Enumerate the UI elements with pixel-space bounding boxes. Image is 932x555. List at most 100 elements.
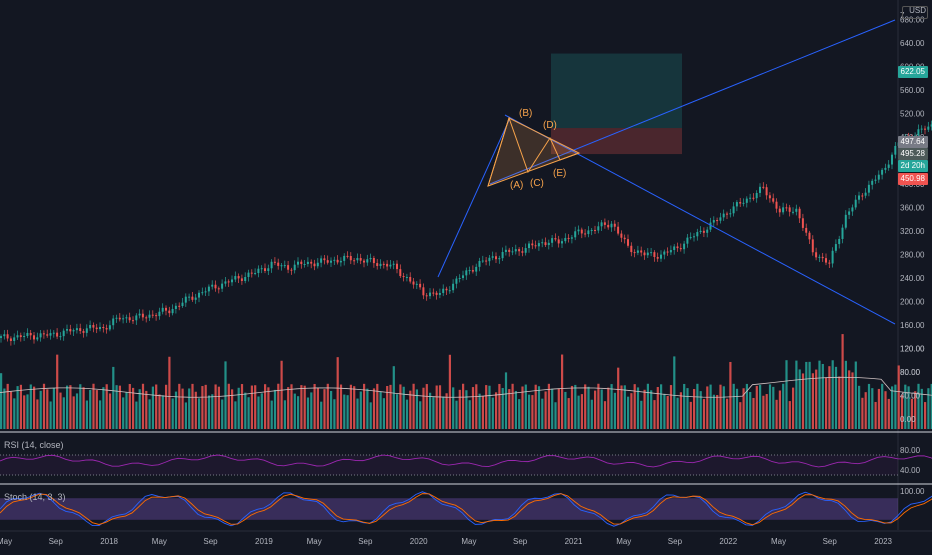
candle-body <box>145 317 148 319</box>
countdown-label: 2d 20h <box>897 160 928 172</box>
candle-body <box>891 154 893 165</box>
candle-body <box>881 169 884 175</box>
pattern-label: (E) <box>553 168 566 179</box>
candle-body <box>438 292 441 295</box>
candle-body <box>359 258 362 261</box>
volume-bar <box>600 389 603 429</box>
candle-body <box>217 288 220 290</box>
currency-box[interactable] <box>902 6 928 19</box>
candle-body <box>191 296 194 300</box>
volume-bar <box>85 400 88 429</box>
candle-body <box>871 180 874 185</box>
volume-bar <box>138 389 141 429</box>
volume-bar <box>561 354 564 429</box>
candle-body <box>818 256 821 258</box>
candle-body <box>310 261 313 264</box>
candle-body <box>468 270 471 272</box>
price-tick-label: 160.00 <box>900 321 925 330</box>
volume-bar <box>168 356 171 429</box>
price-tick-label: 120.00 <box>900 345 925 354</box>
volume-bar <box>382 398 385 429</box>
candle-body <box>19 335 22 338</box>
candle-body <box>650 252 653 254</box>
volume-bar <box>646 383 649 429</box>
time-tick-label: 2022 <box>719 537 737 546</box>
volume-bar <box>108 393 112 429</box>
volume-bar <box>320 401 323 429</box>
volume-bar <box>861 397 864 429</box>
volume-bar <box>633 384 636 429</box>
candle-body <box>749 197 752 199</box>
volume-bar <box>56 354 59 429</box>
candle-body <box>864 192 867 196</box>
volume-bar <box>435 385 438 429</box>
volume-bar <box>462 383 465 429</box>
pattern-label: (D) <box>543 120 557 131</box>
volume-bar <box>6 383 9 429</box>
volume-bar <box>42 383 46 429</box>
candle-body <box>834 244 837 251</box>
volume-bar <box>396 394 399 429</box>
volume-bar <box>805 361 808 429</box>
candle-body <box>587 230 590 235</box>
candle-body <box>887 164 890 168</box>
candle-body <box>458 277 461 279</box>
volume-bar <box>277 383 280 429</box>
candle-body <box>290 269 293 271</box>
time-tick-label: 2023 <box>874 537 892 546</box>
volume-bar <box>95 390 98 429</box>
candle-body <box>739 202 742 204</box>
candle-body <box>782 207 785 213</box>
volume-ma-line <box>0 376 932 398</box>
volume-bar <box>884 391 887 429</box>
volume-bar <box>498 383 501 429</box>
candle-body <box>930 124 932 127</box>
candle-body <box>630 245 633 253</box>
trendline <box>489 19 896 185</box>
volume-bar <box>415 389 418 429</box>
candle-body <box>762 186 765 188</box>
candle-body <box>478 260 481 267</box>
rsi-pane-title[interactable]: RSI (14, close) <box>4 440 64 450</box>
candle-body <box>702 230 705 233</box>
candle-body <box>108 325 111 330</box>
candle-body <box>676 246 679 249</box>
volume-bar <box>590 399 593 429</box>
candle-body <box>6 334 9 339</box>
volume-bar <box>762 395 765 429</box>
price-tick-label: 280.00 <box>900 251 925 260</box>
candle-body <box>320 258 323 263</box>
time-tick-label: Sep <box>49 537 64 546</box>
candle-body <box>851 207 854 212</box>
candle-body <box>105 328 108 330</box>
candle-body <box>564 237 567 242</box>
volume-bar <box>343 394 346 429</box>
candle-body <box>841 227 844 239</box>
candle-body <box>679 248 682 250</box>
time-tick-label: May <box>0 537 12 546</box>
candle-body <box>399 269 402 277</box>
volume-bar <box>207 395 211 429</box>
candle-body <box>349 255 352 261</box>
price-tick-label: 80.00 <box>900 368 921 377</box>
volume-bar <box>402 386 405 429</box>
volume-bar <box>920 388 923 429</box>
candle-body <box>369 257 372 260</box>
candle-body <box>237 276 240 279</box>
candle-body <box>9 338 12 341</box>
volume-bar <box>13 398 16 429</box>
candle-body <box>551 238 554 243</box>
volume-bar <box>125 392 128 429</box>
candle-body <box>706 229 709 233</box>
price-tick-label: 200.00 <box>900 298 925 307</box>
time-tick-label: 2021 <box>565 537 583 546</box>
rsi-tick-label: 80.00 <box>900 446 921 455</box>
volume-bar <box>617 367 620 429</box>
volume-bar <box>458 389 461 429</box>
volume-bar <box>82 387 85 429</box>
stoch-pane-title[interactable]: Stoch (14, 3, 3) <box>4 492 66 502</box>
candle-body <box>537 243 540 247</box>
candle-body <box>66 329 68 331</box>
volume-bar <box>46 389 49 429</box>
